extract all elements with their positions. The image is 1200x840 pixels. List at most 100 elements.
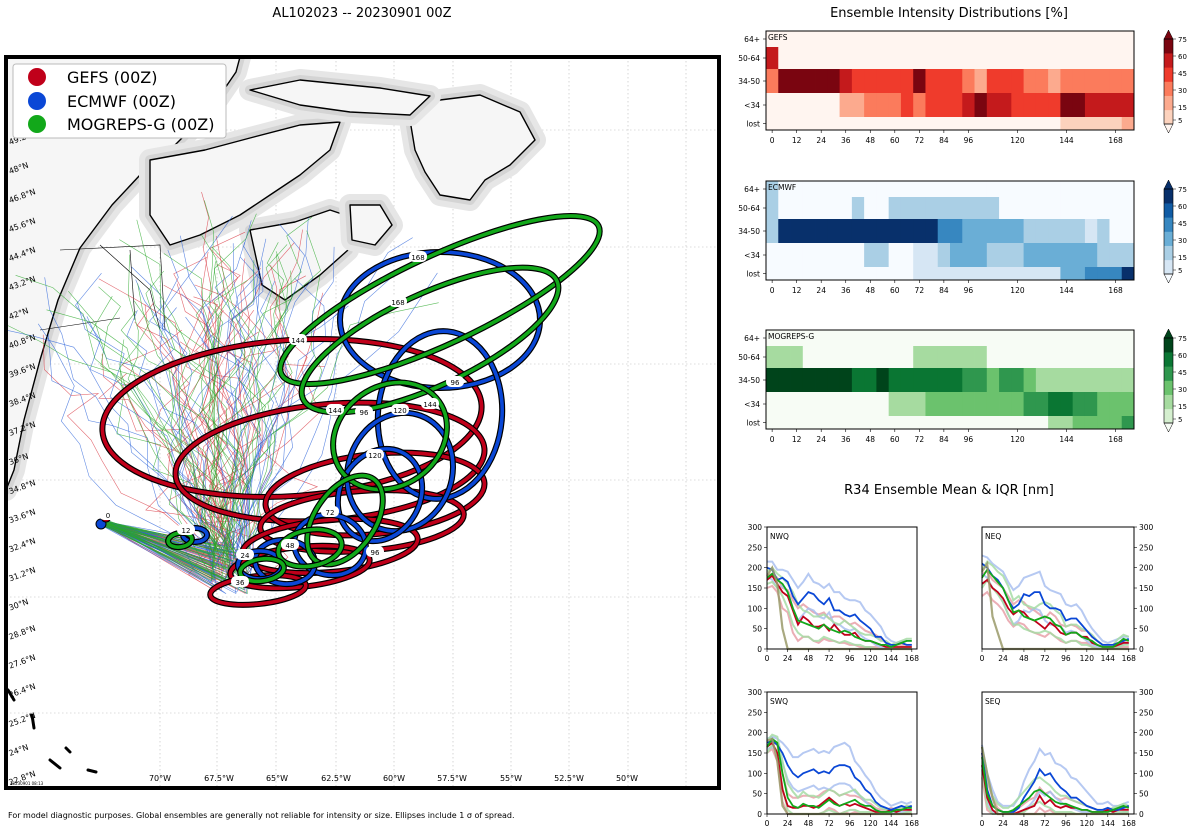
ensemble-track: [106, 265, 266, 591]
r34-x-label: 0: [765, 654, 770, 663]
heatmap-cell: [1084, 368, 1098, 392]
ensemble-track: [103, 216, 313, 547]
heatmap-cell: [888, 197, 902, 219]
r34-x-label: 48: [1019, 819, 1029, 828]
ellipse-hour-label: 120: [368, 452, 381, 460]
ellipse-hour-badge: [409, 251, 427, 262]
ensemble-track: [106, 283, 242, 578]
heatmap-cell: [851, 219, 865, 243]
main-title: AL102023 -- 20230901 00Z: [272, 6, 451, 21]
map-timestamp: 20230901 08:13: [10, 781, 44, 786]
heatmap-cell: [1109, 197, 1123, 219]
r34-x-label: 0: [980, 819, 985, 828]
heatmap-cell: [1072, 346, 1086, 368]
ensemble-track: [107, 219, 250, 557]
r34-y-label: 50: [1139, 625, 1149, 634]
ellipse-hour-label: 168: [411, 254, 424, 262]
island: [6, 688, 16, 702]
r34-x-label: 24: [998, 654, 1008, 663]
legend-label-ecmwf: ECMWF (00Z): [67, 92, 176, 111]
legend-label-mogreps: MOGREPS-G (00Z): [67, 115, 214, 134]
heatmap-cell: [876, 346, 890, 368]
r34-x-label: 144: [884, 654, 899, 663]
heatmap-row-label: 64+: [744, 35, 760, 44]
storm-track-map: 0 12 24 36 48 72 96 120 144 168 96 120 144 168 144 96 4…: [4, 55, 721, 790]
heatmap-cell: [962, 69, 975, 93]
heatmap-cell: [937, 392, 951, 416]
heatmap-x-label: 96: [964, 136, 974, 145]
heatmap-cell: [1048, 219, 1061, 243]
heatmap-cell: [937, 31, 951, 47]
ensemble-track: [102, 311, 235, 581]
heatmap-cell: [1084, 31, 1098, 47]
heatmap-cell: [815, 392, 828, 416]
heatmap-cell: [925, 267, 939, 280]
heatmap-cell: [778, 416, 791, 429]
heatmap-cell: [1048, 346, 1061, 368]
heatmap-cell: [1109, 69, 1123, 93]
ensemble-track: [98, 278, 245, 558]
heatmap-cell: [999, 181, 1012, 197]
heatmap-cell: [864, 330, 877, 346]
heatmap-cell: [851, 416, 865, 429]
heatmap-cell: [766, 93, 779, 117]
heatmap-cell: [950, 117, 963, 130]
heatmap-cell: [937, 368, 951, 392]
heatmap-cell: [766, 330, 779, 346]
heatmap-cell: [827, 31, 840, 47]
heatmap-cell: [999, 416, 1012, 429]
heatmap-x-label: 60: [890, 435, 900, 444]
heatmap-cell: [1121, 346, 1135, 368]
heatmap-cell: [913, 47, 926, 69]
ellipse-hour-badge: [355, 406, 373, 417]
heatmap-cell: [1072, 93, 1086, 117]
r34-y-label: 150: [1139, 584, 1154, 593]
island: [30, 713, 36, 730]
heatmap-cell: [1035, 368, 1049, 392]
heatmap-row-label: lost: [746, 270, 760, 279]
heatmap-x-label: 96: [964, 435, 974, 444]
heatmap-cell: [1084, 47, 1098, 69]
r34-x-label: 120: [863, 654, 878, 663]
ensemble-track: [102, 200, 234, 567]
heatmap-cell: [937, 243, 951, 267]
heatmap-cell: [802, 117, 816, 130]
heatmap-cell: [962, 243, 975, 267]
heatmap-cell: [864, 392, 877, 416]
r34-x-label: 168: [1122, 654, 1137, 663]
heatmap-x-label: 48: [865, 136, 875, 145]
heatmap-cell: [962, 181, 975, 197]
heatmap-cell: [790, 368, 804, 392]
heatmap-cell: [864, 368, 877, 392]
r34-series-mogreps-g-mean: [766, 737, 912, 813]
heatmap-cell: [1011, 93, 1024, 117]
r34-panel-title: SEQ: [985, 697, 1000, 706]
heatmap-cell: [913, 197, 926, 219]
heatmap-cell: [1011, 267, 1024, 280]
heatmap-cell: [1060, 117, 1074, 130]
heatmap-cell: [864, 93, 877, 117]
heatmap-cell: [815, 267, 828, 280]
heatmap-cell: [1048, 243, 1061, 267]
r34-x-label: 0: [980, 654, 985, 663]
heatmap-cell: [851, 330, 865, 346]
heatmap-cell: [925, 31, 939, 47]
heatmap-cell: [1072, 69, 1086, 93]
heatmap-cell: [1060, 31, 1074, 47]
ellipse-hour-label: 144: [291, 337, 305, 345]
r34-y-label: 200: [748, 729, 763, 738]
heatmap-cell: [974, 416, 988, 429]
heatmap-cell: [851, 243, 865, 267]
heatmap-cell: [802, 416, 816, 429]
colorbar-label: 30: [1178, 237, 1187, 245]
heatmap-cell: [790, 330, 804, 346]
heatmap-cell: [839, 117, 853, 130]
heatmap-cell: [864, 346, 877, 368]
heatmap-cell: [888, 368, 902, 392]
r34-y-label: 100: [748, 769, 763, 778]
heatmap-cell: [766, 197, 779, 219]
track-ellipses: 0 12 24 36 48 72 96 120 144 168 96 120 144 168 144 96: [95, 212, 603, 608]
heatmap-cell: [974, 69, 988, 93]
heatmap-cell: [986, 219, 1000, 243]
